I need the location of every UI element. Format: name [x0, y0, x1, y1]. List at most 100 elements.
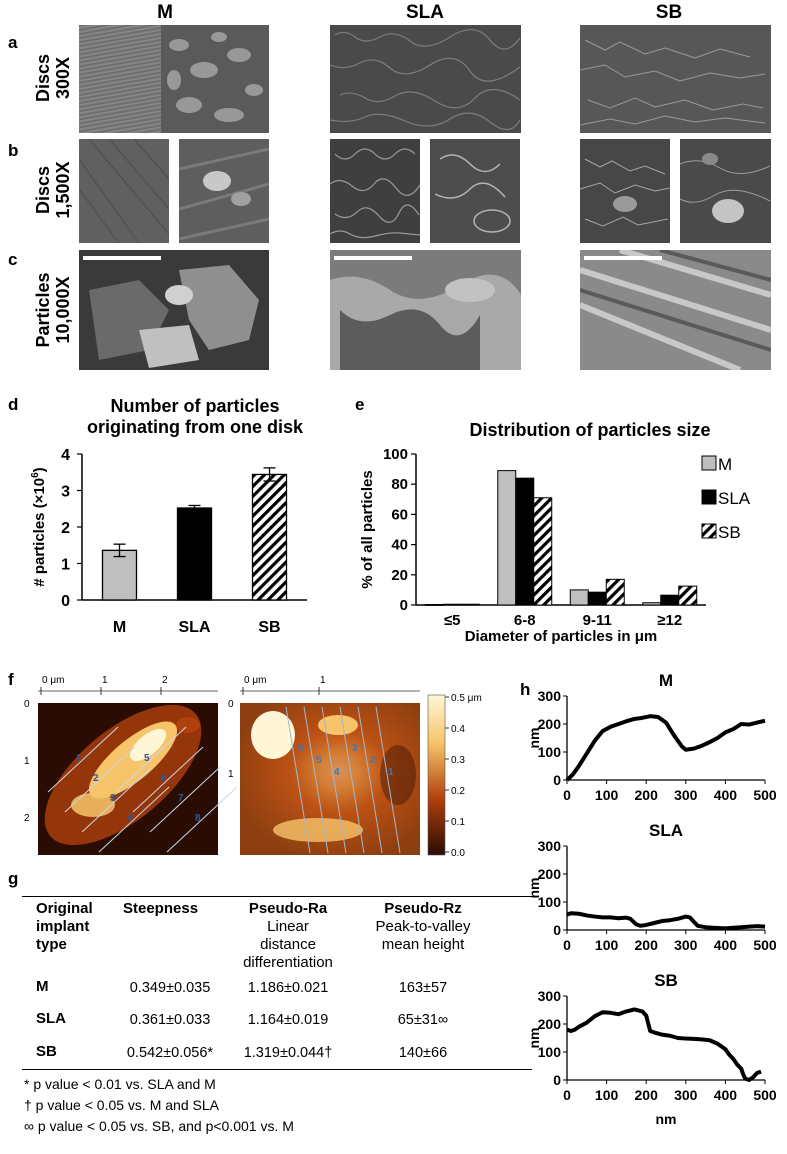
- sem-image-sla-10000x: [330, 250, 521, 370]
- afm-left-profile-line: [115, 726, 187, 793]
- chart-e-bar-sb: [533, 497, 553, 606]
- hdr-original-1: Original: [36, 900, 93, 917]
- chart-h-ytick-label: 100: [538, 894, 562, 910]
- afm-right-line-label: 3: [352, 743, 358, 754]
- table-bottom-rule: [22, 1069, 532, 1070]
- chart-d-ytick-label: 2: [61, 520, 70, 537]
- chart-d-bar-sb: [251, 473, 288, 601]
- chart-e-bar-m: [569, 589, 589, 606]
- afm-left-line-label: 8: [195, 813, 201, 824]
- hdr-rz-bold: Pseudo-Rz: [384, 900, 462, 917]
- afm-right-blob: [318, 715, 358, 735]
- chart-d-title-line1: Number of particles: [110, 396, 280, 416]
- afm-left-line-label: 7: [178, 793, 184, 804]
- afm-left-line-label: 5: [144, 753, 150, 764]
- chart-h-xtick-label: 500: [753, 787, 777, 803]
- chart-h-series-line: [566, 1007, 762, 1082]
- chart-e-xtick-label: ≤5: [444, 612, 461, 629]
- afm-scale-label: 0.0: [451, 848, 465, 859]
- row-label-a-line1: Discs: [33, 53, 53, 103]
- chart-h-xtick-label: 100: [595, 787, 619, 803]
- afm-left-blob: [176, 717, 200, 733]
- chart-e-ytick-label: 20: [391, 567, 408, 584]
- table-note-3: ∞ p value < 0.05 vs. SB, and p<0.001 vs.…: [24, 1118, 294, 1134]
- afm-scale-label: 0.5 μm: [451, 693, 482, 704]
- hdr-original-2: implant: [36, 918, 90, 935]
- chart-h-ytick-label: 200: [538, 866, 562, 882]
- chart-e-legend-label-sb: SB: [718, 523, 741, 542]
- chart-e-bar-sla: [442, 603, 462, 606]
- chart-h-ytick-label: 0: [553, 1072, 561, 1088]
- chart-h-xtick-label: 200: [635, 787, 659, 803]
- table-row-sla-type: SLA: [36, 1010, 66, 1027]
- chart-h-xtick-label: 100: [595, 1087, 619, 1103]
- chart-h-ytick-label: 300: [538, 688, 562, 704]
- chart-h-xtick-label: 200: [635, 937, 659, 953]
- row-label-c-line1: Particles: [33, 272, 53, 348]
- afm-left-axis-top-label: 0 μm: [42, 675, 64, 686]
- chart-h-xtick-label: 0: [563, 1087, 571, 1103]
- sem-image-m-1500x-right: [179, 139, 269, 243]
- chart-h-xtick-label: 300: [674, 1087, 698, 1103]
- sem-image-m-1500x-left: [79, 139, 169, 243]
- table-row-sb-type: SB: [36, 1043, 57, 1060]
- afm-left-profile-line: [98, 786, 170, 853]
- hdr-ra-bold: Pseudo-Ra: [248, 900, 328, 917]
- chart-h-m: M 0 100 200 300 0 100 200 300 400 500 nm: [526, 672, 777, 803]
- chart-d-ylabel: # particles (×106): [30, 467, 48, 586]
- row-label-a: Discs 300X: [33, 38, 73, 118]
- afm-scale-label: 0.3: [451, 755, 465, 766]
- chart-e-ytick-label: 80: [391, 476, 408, 493]
- chart-h-ytick-label: 300: [538, 988, 562, 1004]
- chart-h-ytick-label: 0: [553, 772, 561, 788]
- panel-label-g: g: [8, 869, 19, 888]
- chart-e-xtick-label: 9-11: [583, 612, 612, 629]
- row-label-c: Particles 10,000X: [33, 252, 73, 368]
- afm-left-line-label: 2: [93, 773, 99, 784]
- table-row-m-rz: 163±57: [398, 980, 448, 996]
- afm-right-line-label: 6: [298, 743, 304, 754]
- chart-e-bar-sb: [678, 585, 698, 606]
- chart-d-ytick-label: 1: [61, 557, 70, 574]
- chart-h-xtick-label: 400: [714, 1087, 738, 1103]
- afm-right-profile-line: [339, 706, 365, 854]
- chart-e-title: Distribution of particles size: [469, 420, 711, 440]
- panel-label-f: f: [8, 670, 14, 689]
- chart-e-legend-label-m: M: [718, 455, 732, 474]
- sem-image-sb-1500x-right: [680, 139, 771, 243]
- afm-left-axis-side-label: 0: [24, 699, 30, 710]
- chart-h-title: SB: [654, 972, 678, 990]
- afm-right-axis-top-label: 1: [320, 675, 326, 686]
- chart-d-bar-m: [101, 549, 138, 601]
- chart-e-legend-swatch-sla: [701, 489, 717, 505]
- table-row-sb-rz: 140±66: [398, 1045, 448, 1061]
- chart-d: 0 1 2 3 4 M SLA SB # particles (×106): [30, 447, 307, 636]
- afm-right-line-label: 5: [316, 755, 322, 766]
- afm-left-line-label: 4: [127, 813, 133, 824]
- chart-d-ytick-label: 0: [61, 593, 70, 610]
- chart-d-ytick-label: 3: [61, 484, 70, 501]
- chart-h-xtick-label: 500: [753, 1087, 777, 1103]
- afm-left-axis-side-label: 2: [24, 813, 30, 824]
- afm-right-axis-side-label: 1: [228, 769, 234, 780]
- sem-image-sb-10000x: [580, 250, 771, 370]
- chart-h-xlabel: nm: [656, 1111, 677, 1127]
- afm-left-profile-line: [166, 786, 238, 853]
- chart-h-series-line: [566, 911, 766, 931]
- column-header-sb: SB: [655, 2, 683, 23]
- afm-left-profile-line: [132, 746, 204, 813]
- column-header-sla: SLA: [406, 2, 444, 23]
- chart-e-ytick-label: 40: [391, 537, 408, 554]
- chart-h-xtick-label: 0: [563, 787, 571, 803]
- panel-label-b: b: [8, 141, 19, 160]
- chart-e-bar-m: [642, 602, 662, 606]
- afm-left-blob: [71, 793, 115, 817]
- chart-e-ytick-label: 0: [400, 597, 408, 614]
- chart-d-ytick-label: 4: [61, 447, 70, 464]
- chart-h-ylabel: nm: [526, 728, 542, 749]
- sem-image-m-300x: [79, 25, 269, 133]
- afm-right-profile-line: [321, 706, 347, 854]
- sem-image-sb-300x: [580, 25, 771, 133]
- chart-h-xtick-label: 500: [753, 937, 777, 953]
- chart-h-ytick-label: 100: [538, 744, 562, 760]
